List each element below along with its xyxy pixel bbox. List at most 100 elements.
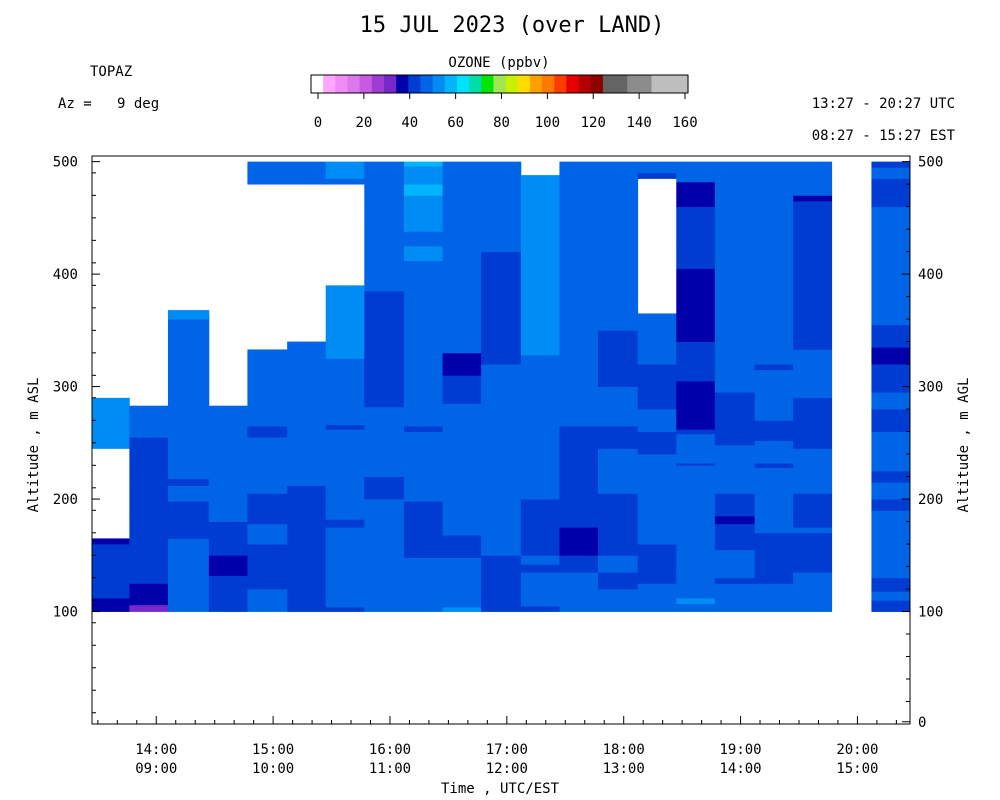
ozone-cell (404, 392, 443, 404)
ozone-cell (520, 555, 560, 565)
ozone-cell (871, 499, 911, 511)
ozone-cell (481, 161, 522, 179)
ozone-cell (754, 467, 794, 534)
ozone-cell (597, 330, 639, 387)
ozone-cell (287, 600, 327, 612)
colorbar-swatch (408, 75, 422, 93)
colorbar-swatch (639, 75, 653, 93)
ozone-cell (325, 161, 365, 179)
ozone-cell (871, 364, 911, 376)
ozone-cell (442, 414, 482, 430)
ozone-cell (520, 420, 560, 430)
ozone-cell (167, 313, 210, 387)
y-left-tick-label: 500 (53, 155, 78, 171)
colorbar-swatch (371, 75, 385, 93)
ozone-cell (559, 555, 599, 573)
ozone-cell (871, 470, 911, 483)
ozone-cell (442, 490, 482, 506)
ozone-cell (559, 470, 599, 483)
colorbar-swatch (311, 75, 324, 93)
ozone-cell (481, 397, 522, 432)
ozone-cell (481, 605, 522, 612)
ozone-cell (167, 589, 210, 599)
ozone-cell (871, 257, 911, 275)
x-tick-label-utc: 18:00 (603, 742, 645, 758)
ozone-cell (871, 577, 911, 592)
ozone-cell (404, 231, 443, 247)
ozone-cell (481, 431, 522, 480)
ozone-cell (520, 364, 560, 421)
ozone-cell (167, 485, 210, 502)
ozone-cell (637, 544, 677, 584)
ozone-cell (325, 575, 365, 608)
colorbar-tick-label: 40 (401, 115, 418, 131)
ozone-cell (208, 405, 248, 423)
ozone-cell (793, 161, 833, 196)
ozone-cell (637, 409, 677, 432)
colorbar-swatch (542, 75, 555, 93)
y-left-tick-label: 100 (53, 605, 78, 621)
ozone-cell (325, 527, 365, 570)
y-left-tick-label: 300 (53, 380, 78, 396)
ozone-cell (247, 358, 288, 427)
colorbar-swatch (420, 75, 434, 93)
ozone-cell (676, 429, 716, 435)
ozone-cell (442, 557, 482, 581)
ozone-cell (287, 463, 327, 486)
ozone-cell (325, 350, 365, 359)
ozone-cell (325, 392, 365, 426)
ozone-cell (714, 583, 755, 605)
ozone-cell (676, 568, 716, 599)
ozone-cell (793, 448, 833, 494)
ozone-cell (520, 355, 560, 365)
ozone-cell (325, 568, 365, 576)
ozone-cell (481, 251, 522, 365)
ozone-cell (597, 485, 639, 494)
ozone-cell (559, 161, 599, 174)
x-tick-label-utc: 17:00 (486, 742, 528, 758)
ozone-cell (714, 392, 755, 446)
ozone-cell (871, 307, 911, 326)
colorbar-swatch (359, 75, 373, 93)
ozone-cell (404, 195, 443, 232)
ozone-cell (442, 296, 482, 354)
ozone-cell (754, 440, 794, 464)
ozone-cell (754, 369, 794, 421)
plot-frame (91, 155, 911, 725)
ozone-cell (520, 564, 560, 573)
ozone-cell (404, 161, 443, 167)
ozone-cell (754, 600, 794, 612)
ozone-cell (287, 341, 327, 365)
ozone-cell (754, 420, 794, 441)
colorbar-swatch (675, 75, 689, 93)
ozone-cell (559, 591, 599, 607)
ozone-cell (247, 161, 288, 185)
colorbar-swatch (663, 75, 677, 93)
colorbar-tick-label: 0 (314, 115, 322, 131)
ozone-cell (676, 181, 716, 208)
ozone-cell (325, 487, 365, 520)
ozone-cell (714, 510, 755, 517)
ozone-cell (247, 493, 288, 525)
ozone-cell (714, 493, 755, 506)
ozone-cell (676, 603, 716, 612)
ozone-cell (129, 409, 169, 438)
chart-title: 15 JUL 2023 (over LAND) (360, 13, 665, 38)
x-tick-label-utc: 20:00 (836, 742, 878, 758)
ozone-cell (559, 490, 599, 500)
ozone-cell (404, 501, 443, 517)
colorbar-tick-label: 140 (626, 115, 651, 131)
ozone-cell (442, 352, 482, 376)
x-tick-label-utc: 16:00 (369, 742, 411, 758)
ozone-cell (520, 487, 560, 500)
ozone-cell (714, 523, 755, 528)
y-axis-label-right: Altitude , m AGL (956, 378, 972, 513)
ozone-cell (754, 532, 794, 567)
ozone-cell (714, 577, 755, 584)
ozone-cell (754, 589, 794, 601)
ozone-cell (871, 409, 911, 432)
ozone-cell (637, 364, 677, 410)
ozone-cell (404, 403, 443, 416)
ozone-cell (637, 313, 677, 365)
ozone-cell (208, 504, 248, 522)
